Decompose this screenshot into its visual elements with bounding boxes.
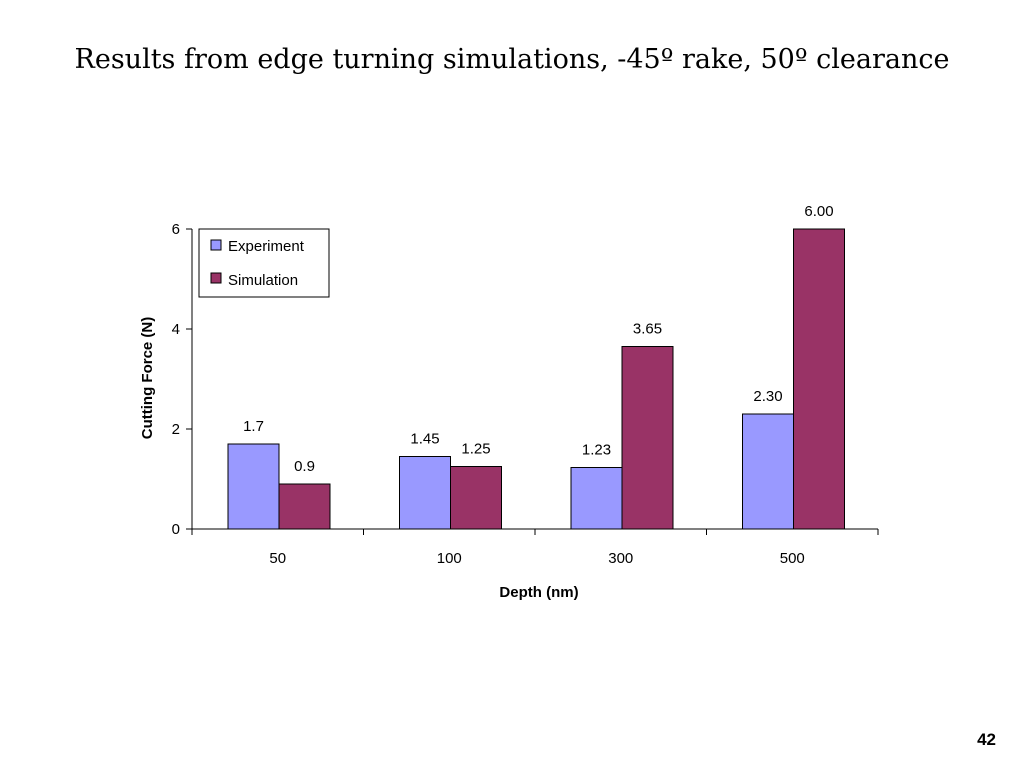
y-tick-label: 2 — [172, 421, 180, 438]
bars — [227, 228, 845, 530]
bar-simulation-300 — [621, 346, 674, 530]
y-tick-label: 0 — [172, 521, 180, 538]
y-ticks: 0 2 4 6 — [172, 221, 192, 538]
data-label: 1.45 — [410, 431, 439, 448]
bar-experiment-50 — [227, 443, 280, 530]
x-tick-label: 500 — [780, 550, 805, 567]
bar-experiment-100 — [399, 456, 451, 530]
page-number: 42 — [977, 730, 996, 749]
bar-simulation-50 — [278, 483, 331, 530]
legend-label-simulation: Simulation — [228, 272, 298, 289]
bar-simulation-100 — [450, 466, 502, 530]
x-tick-label: 50 — [269, 550, 286, 567]
slide-title: Results from edge turning simulations, -… — [74, 44, 950, 75]
legend: Experiment Simulation — [198, 228, 330, 298]
x-tick-label: 100 — [437, 550, 462, 567]
y-tick-label: 4 — [172, 321, 180, 338]
bar-experiment-300 — [570, 467, 623, 530]
data-label: 2.30 — [753, 388, 782, 405]
data-label: 1.7 — [243, 418, 264, 435]
bar-labels: 1.7 1.45 1.23 2.30 0.9 1.25 3.65 6.00 — [243, 203, 834, 475]
legend-swatch-simulation — [210, 272, 222, 284]
y-axis-title: Cutting Force (N) — [139, 317, 156, 439]
data-label: 0.9 — [294, 458, 315, 475]
data-label: 1.25 — [461, 441, 490, 458]
data-label: 6.00 — [804, 203, 833, 220]
legend-swatch-experiment — [210, 239, 222, 251]
x-ticks: 50 100 300 500 — [191, 529, 879, 567]
bar-experiment-500 — [742, 413, 794, 530]
bar-simulation-500 — [793, 228, 845, 530]
data-label: 3.65 — [633, 321, 662, 338]
legend-label-experiment: Experiment — [228, 238, 305, 255]
data-label: 1.23 — [582, 442, 611, 459]
y-tick-label: 6 — [172, 221, 180, 238]
x-axis-title: Depth (nm) — [499, 584, 578, 601]
x-tick-label: 300 — [608, 550, 633, 567]
